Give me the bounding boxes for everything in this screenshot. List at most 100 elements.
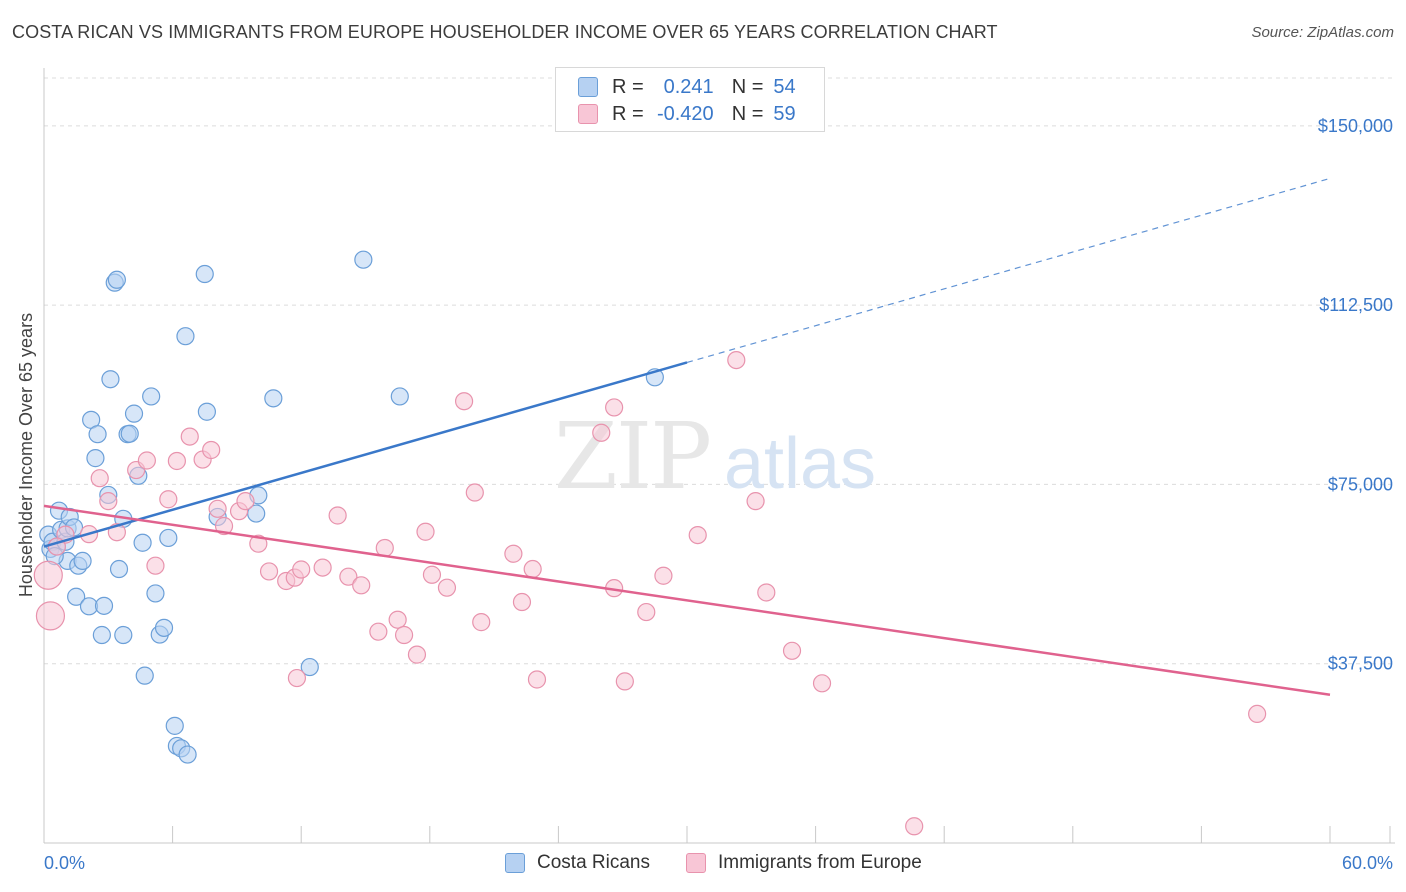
- costa-ricans-point: [354, 250, 373, 269]
- costa-ricans-point: [101, 370, 120, 389]
- costa-ricans-point: [109, 559, 129, 579]
- legend-n-value: 54: [773, 75, 796, 98]
- immigrants-europe-point: [394, 625, 414, 645]
- costa-ricans-point: [135, 666, 154, 685]
- immigrants-europe-point: [328, 506, 347, 525]
- correlation-legend: R = 0.241 N = 54 R = -0.420 N = 59: [555, 67, 825, 132]
- immigrants-europe-point: [757, 583, 776, 602]
- immigrants-europe-point: [437, 578, 457, 597]
- immigrants-europe-point: [33, 560, 63, 590]
- immigrants-europe-point: [905, 817, 924, 836]
- costa-ricans-point: [88, 425, 107, 444]
- legend-r-label: R =: [612, 75, 644, 98]
- legend-n-label: N =: [731, 75, 764, 98]
- y-tick-label: $75,000: [1328, 474, 1393, 494]
- costa-ricans-point: [86, 449, 105, 468]
- immigrants-europe-point: [1248, 704, 1267, 724]
- costa-ricans-trend-extension: [686, 177, 1331, 364]
- costa-ricans-point: [73, 551, 92, 571]
- immigrants-europe-point: [812, 674, 832, 693]
- bottom-legend-costa-ricans: Costa Ricans: [505, 852, 650, 874]
- x-tick-label: 60.0%: [1342, 853, 1393, 873]
- legend-r-value: 0.241: [663, 75, 714, 98]
- costa-ricans-point: [142, 387, 161, 406]
- legend-swatch-blue: [578, 77, 598, 97]
- costa-ricans-point: [67, 587, 86, 606]
- costa-ricans-point: [114, 625, 133, 645]
- costa-ricans-point: [390, 387, 409, 406]
- immigrants-europe-point: [352, 576, 371, 595]
- immigrants-europe-point: [615, 672, 634, 691]
- costa-ricans-point: [178, 745, 197, 764]
- costa-ricans-point: [146, 584, 165, 603]
- data-points: [33, 250, 1267, 836]
- costa-ricans-point: [154, 618, 174, 637]
- legend-r-value: -0.420: [656, 102, 714, 125]
- bottom-legend-label: Costa Ricans: [537, 852, 650, 873]
- costa-ricans-point: [197, 402, 216, 421]
- costa-ricans-point: [92, 625, 111, 645]
- y-axis-label: Householder Income Over 65 years: [16, 313, 36, 597]
- immigrants-europe-point: [512, 592, 532, 612]
- y-tick-labels: $37,500 $75,000 $112,500 $150,000: [1318, 116, 1393, 674]
- immigrants-europe-point: [369, 622, 388, 641]
- costa-ricans-point: [300, 657, 319, 677]
- costa-ricans-point: [159, 528, 178, 548]
- immigrants-europe-point: [782, 641, 802, 660]
- x-tick-labels: 0.0% 60.0%: [44, 853, 1393, 873]
- immigrants-europe-point: [146, 556, 165, 575]
- costa-ricans-point: [120, 424, 139, 443]
- costa-ricans-trend-line: [43, 361, 688, 548]
- legend-row-costa-ricans: R = 0.241 N = 54: [578, 73, 796, 101]
- x-tick-label: 0.0%: [44, 853, 85, 873]
- immigrants-europe-point: [746, 492, 765, 511]
- y-tick-label: $112,500: [1319, 295, 1393, 315]
- immigrants-europe-point: [416, 522, 435, 541]
- immigrants-europe-point: [159, 490, 178, 509]
- costa-ricans-point: [165, 716, 184, 735]
- legend-r-label: R =: [612, 102, 644, 125]
- immigrants-europe-point: [339, 567, 358, 586]
- immigrants-europe-point: [137, 451, 156, 470]
- bottom-legend-label: Immigrants from Europe: [718, 852, 922, 873]
- immigrants-europe-point: [292, 560, 311, 579]
- costa-ricans-point: [124, 404, 144, 423]
- immigrants-europe-point: [214, 516, 234, 536]
- immigrants-europe-point: [202, 440, 221, 460]
- costa-ricans-point: [264, 389, 283, 408]
- trend-lines: [43, 177, 1331, 697]
- immigrants-europe-trend-line: [43, 504, 1331, 697]
- costa-ricans-point: [94, 596, 114, 615]
- immigrants-europe-point: [592, 423, 611, 442]
- immigrants-europe-point: [167, 451, 186, 471]
- bottom-legend-swatch-pink: [686, 853, 706, 873]
- immigrants-europe-point: [605, 398, 624, 417]
- bottom-legend-immigrants-europe: Immigrants from Europe: [686, 852, 922, 874]
- bottom-legend-swatch-blue: [505, 853, 525, 873]
- immigrants-europe-point: [208, 499, 227, 518]
- immigrants-europe-point: [637, 602, 656, 622]
- legend-row-immigrants-europe: R = -0.420 N = 59: [578, 100, 796, 128]
- watermark-atlas: atlas: [724, 424, 876, 504]
- immigrants-europe-point: [654, 566, 673, 585]
- immigrants-europe-point: [99, 492, 118, 511]
- source-credit: Source: ZipAtlas.com: [1251, 24, 1394, 41]
- immigrants-europe-point: [236, 492, 255, 511]
- immigrants-europe-point: [465, 483, 484, 502]
- immigrants-europe-point: [688, 525, 707, 545]
- chart-title: COSTA RICAN VS IMMIGRANTS FROM EUROPE HO…: [12, 22, 998, 42]
- immigrants-europe-point: [388, 610, 407, 629]
- y-tick-label: $150,000: [1318, 116, 1393, 136]
- legend-n-value: 59: [773, 102, 796, 125]
- grid-lines: [44, 77, 1395, 665]
- immigrants-europe-point: [407, 645, 427, 664]
- immigrants-europe-point: [504, 544, 523, 563]
- immigrants-europe-point: [527, 670, 547, 689]
- y-tick-label: $37,500: [1328, 654, 1393, 674]
- costa-ricans-point: [176, 327, 195, 346]
- legend-swatch-pink: [578, 104, 598, 124]
- immigrants-europe-point: [249, 534, 268, 553]
- immigrants-europe-point: [422, 565, 442, 584]
- immigrants-europe-point: [35, 601, 66, 631]
